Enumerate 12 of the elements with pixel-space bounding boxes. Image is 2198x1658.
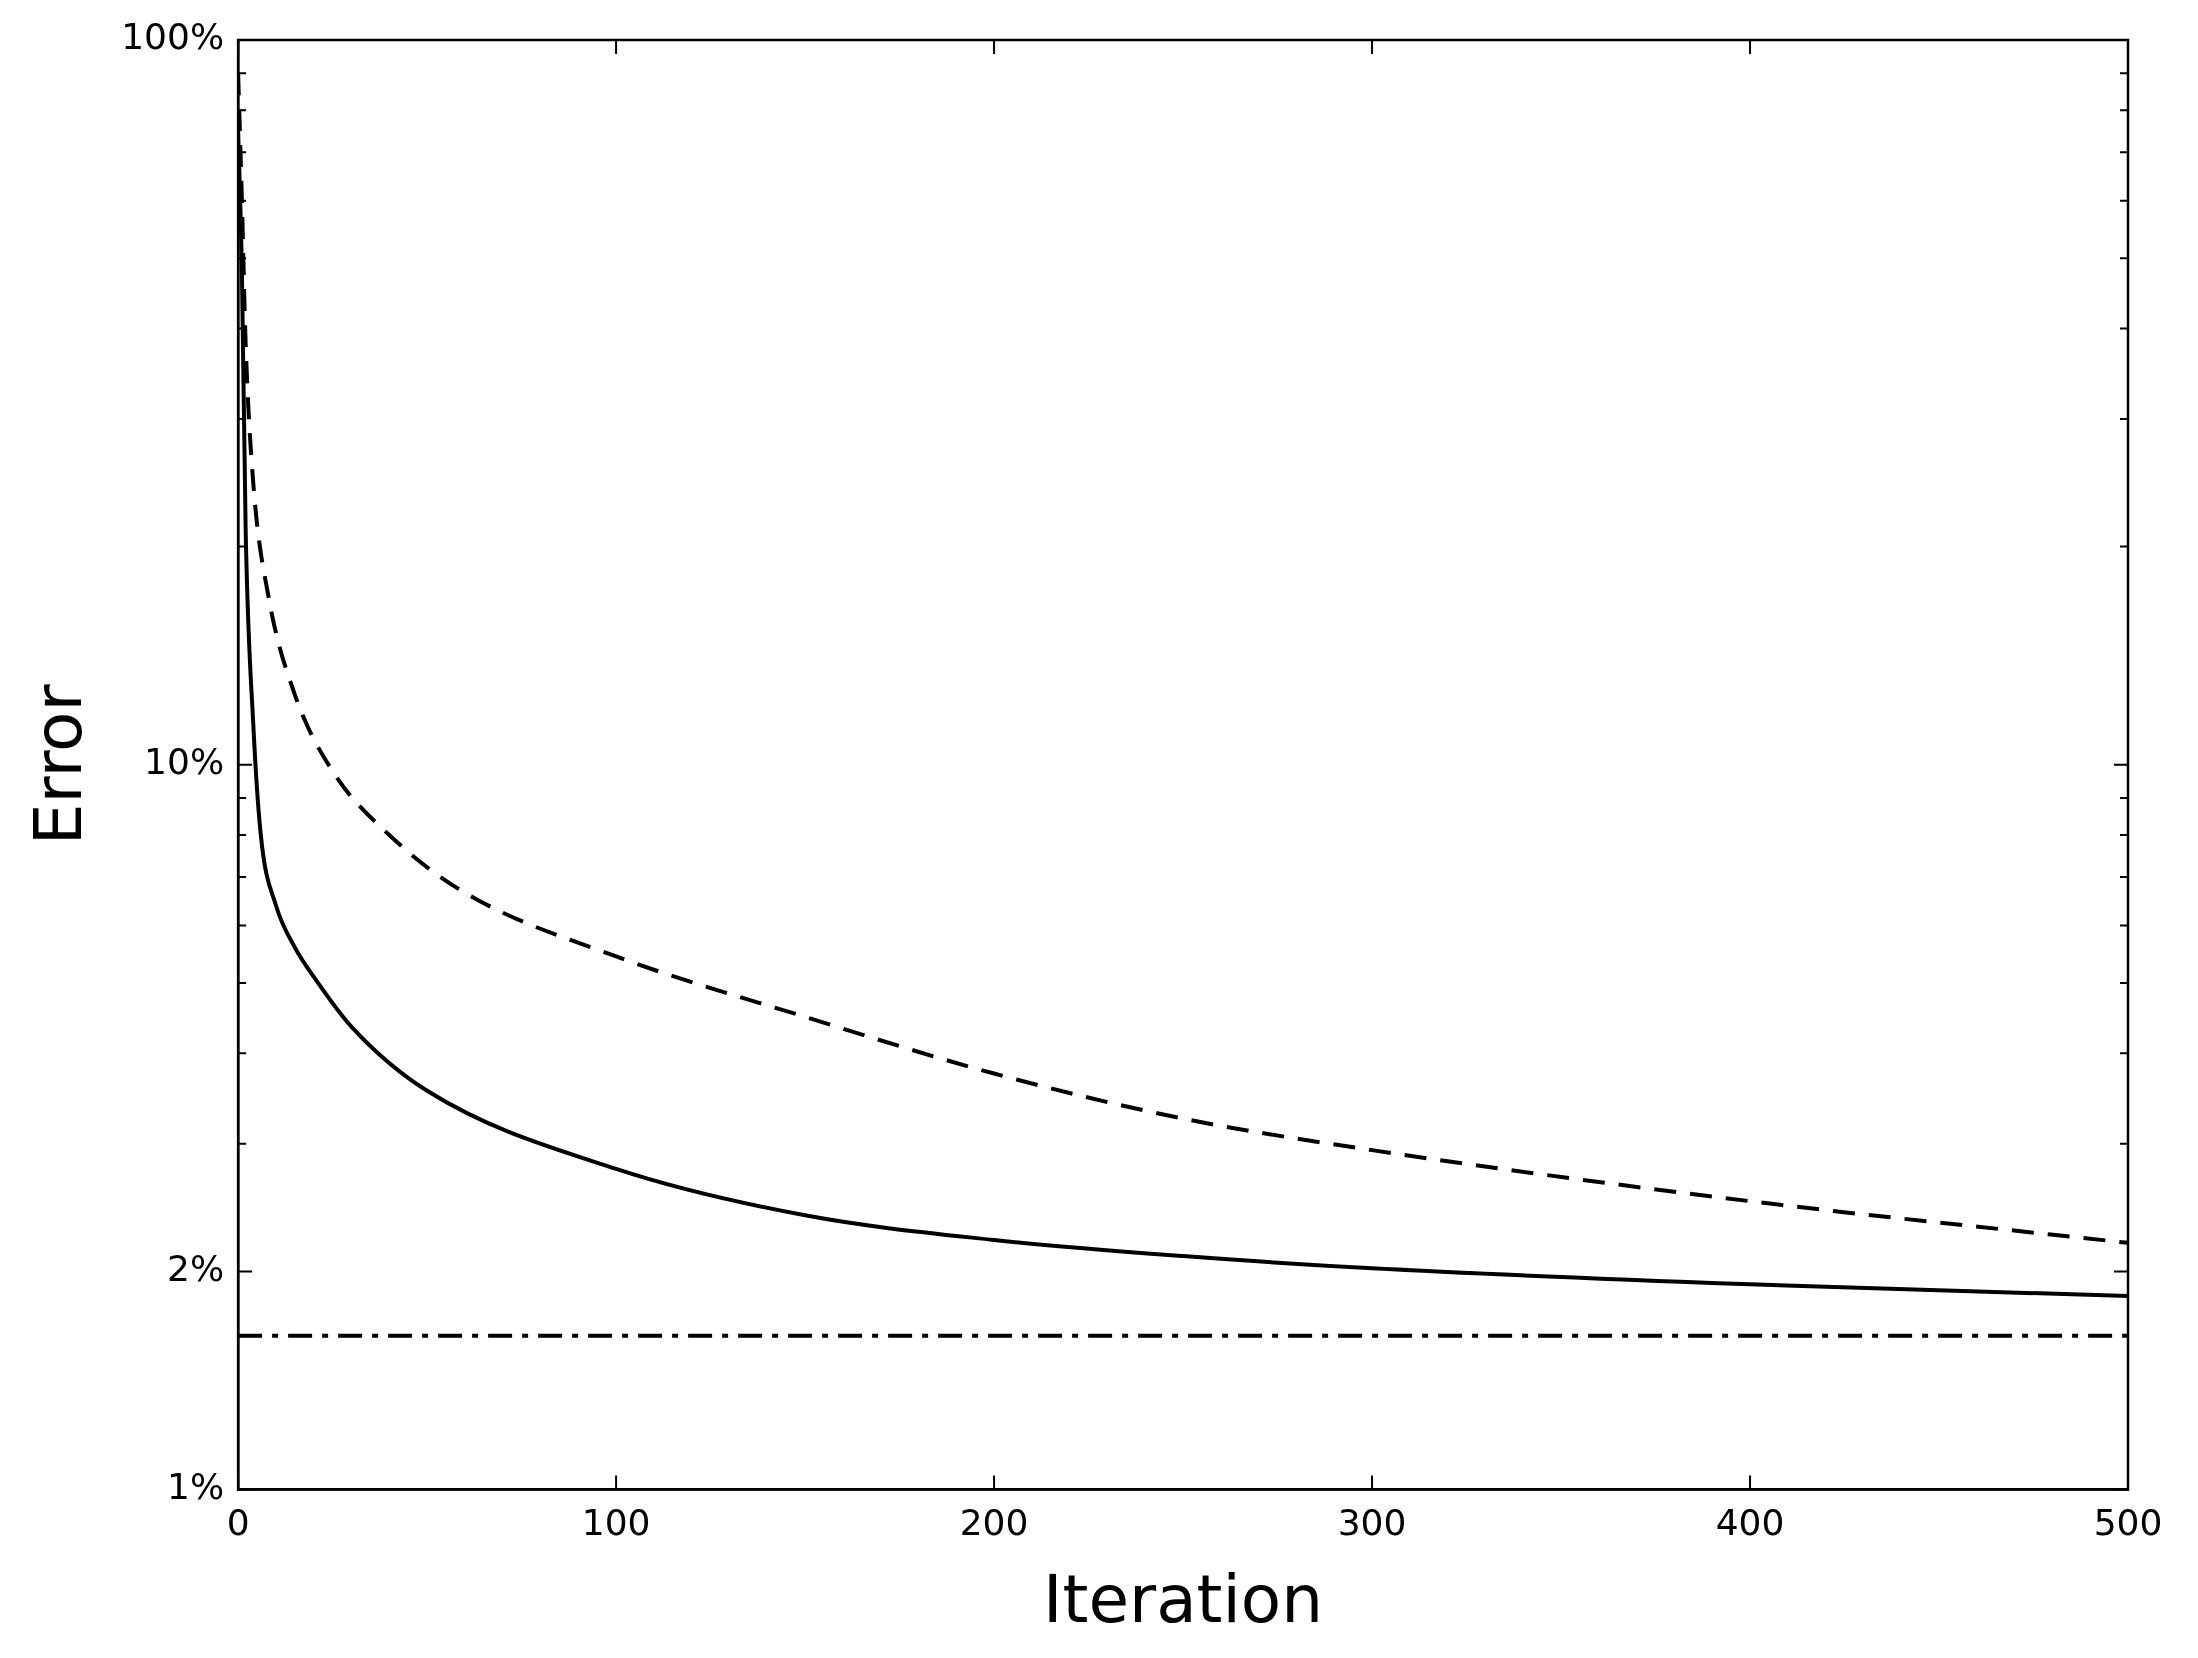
x-tick-label: 0 — [226, 1501, 250, 1543]
x-tick-label: 200 — [959, 1501, 1029, 1543]
y-tick-label: 10% — [144, 741, 225, 783]
y-tick-label: 100% — [121, 16, 225, 58]
x-tick-label: 100 — [581, 1501, 651, 1543]
x-tick-label: 500 — [2093, 1501, 2163, 1543]
x-tick-label: 400 — [1715, 1501, 1785, 1543]
y-tick-label: 2% — [166, 1247, 225, 1289]
x-axis-title: Iteration — [1043, 1560, 1324, 1638]
x-tick-label: 300 — [1337, 1501, 1407, 1543]
y-axis-title: Error — [19, 683, 97, 846]
y-tick-label: 1% — [166, 1465, 225, 1507]
